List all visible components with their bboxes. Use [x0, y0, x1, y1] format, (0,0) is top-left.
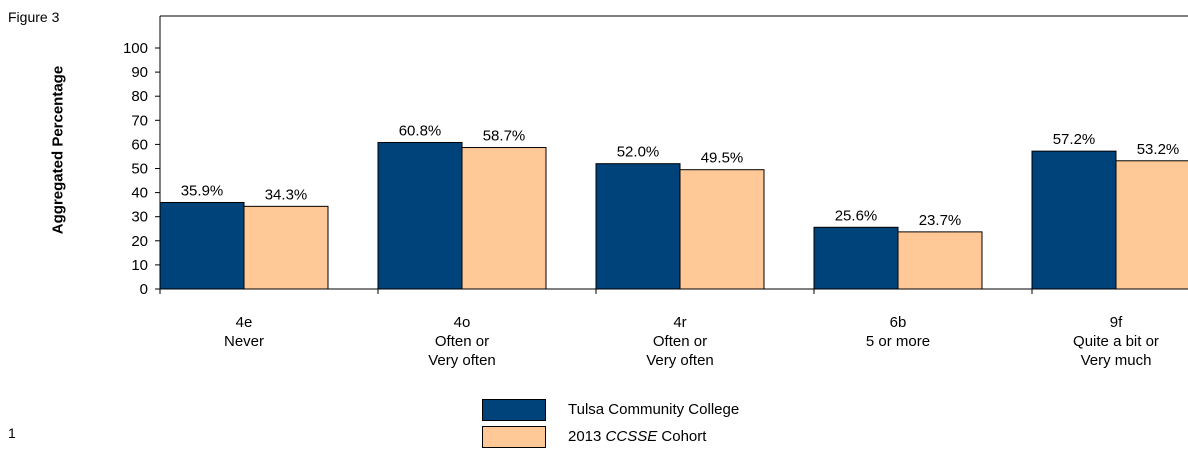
x-category-label: 4e [236, 314, 253, 331]
y-tick-label: 50 [131, 161, 148, 178]
y-tick-label: 30 [131, 209, 148, 226]
bar-series-2 [461, 147, 547, 290]
chart-legend: Tulsa Community College 2013 CCSSE Cohor… [482, 396, 739, 450]
bar-series-1 [813, 226, 899, 290]
bar-chart: 0 10 20 30 40 50 60 70 80 90 100 35.9% 34.3% 4e Never 6… [123, 15, 1188, 369]
x-category-label: Quite a bit or [1073, 333, 1159, 350]
x-category-label: 5 or more [866, 333, 930, 350]
legend-item-series-1: Tulsa Community College [482, 396, 739, 423]
x-category-label: Often or [653, 333, 707, 350]
x-category-label: 4r [673, 314, 686, 331]
bar-value-label: 53.2% [1137, 141, 1180, 158]
y-tick-label: 60 [131, 136, 148, 153]
x-category-label: Often or [435, 333, 489, 350]
x-category-label: 4o [454, 314, 471, 331]
bar-series-2 [1115, 160, 1188, 290]
bar-series-2 [243, 205, 329, 290]
y-tick-label: 70 [131, 112, 148, 129]
y-tick-label: 100 [123, 40, 148, 57]
bar-value-label: 60.8% [399, 122, 442, 139]
legend-label-series-1: Tulsa Community College [568, 401, 740, 418]
bar-value-label: 23.7% [919, 212, 962, 229]
x-category-label: Very much [1081, 352, 1152, 369]
y-tick-label: 20 [131, 233, 148, 250]
y-tick-label: 80 [131, 88, 148, 105]
y-tick-label: 40 [131, 185, 148, 202]
legend-label-series-2: 2013 CCSSE Cohort [568, 428, 707, 445]
legend-item-series-2: 2013 CCSSE Cohort [482, 423, 739, 450]
figure-label: Figure 3 [8, 9, 60, 25]
bar-value-label: 25.6% [835, 207, 878, 224]
bar-value-label: 58.7% [483, 128, 526, 145]
bar-series-1 [1031, 150, 1117, 290]
x-category-label: Very often [428, 352, 496, 369]
y-tick-label: 10 [131, 257, 148, 274]
page-number: 1 [8, 425, 16, 441]
x-category-label: Never [224, 333, 264, 350]
legend-swatch-series-2 [482, 425, 546, 448]
bar-series-2 [897, 231, 983, 290]
y-tick-label: 0 [140, 281, 148, 298]
bar-value-label: 49.5% [701, 150, 744, 167]
legend-swatch-series-1 [482, 398, 546, 421]
bar-series-1 [377, 141, 463, 290]
x-category-label: 9f [1110, 314, 1123, 331]
x-category-label: 6b [890, 314, 907, 331]
bar-value-label: 57.2% [1053, 131, 1096, 148]
bar-value-label: 34.3% [265, 186, 308, 203]
bar-series-2 [679, 169, 765, 290]
x-category-label: Very often [646, 352, 714, 369]
bar-value-label: 35.9% [181, 182, 224, 199]
y-tick-label: 90 [131, 64, 148, 81]
bar-series-1 [159, 201, 245, 290]
bar-value-label: 52.0% [617, 144, 660, 161]
bar-series-1 [595, 163, 681, 290]
